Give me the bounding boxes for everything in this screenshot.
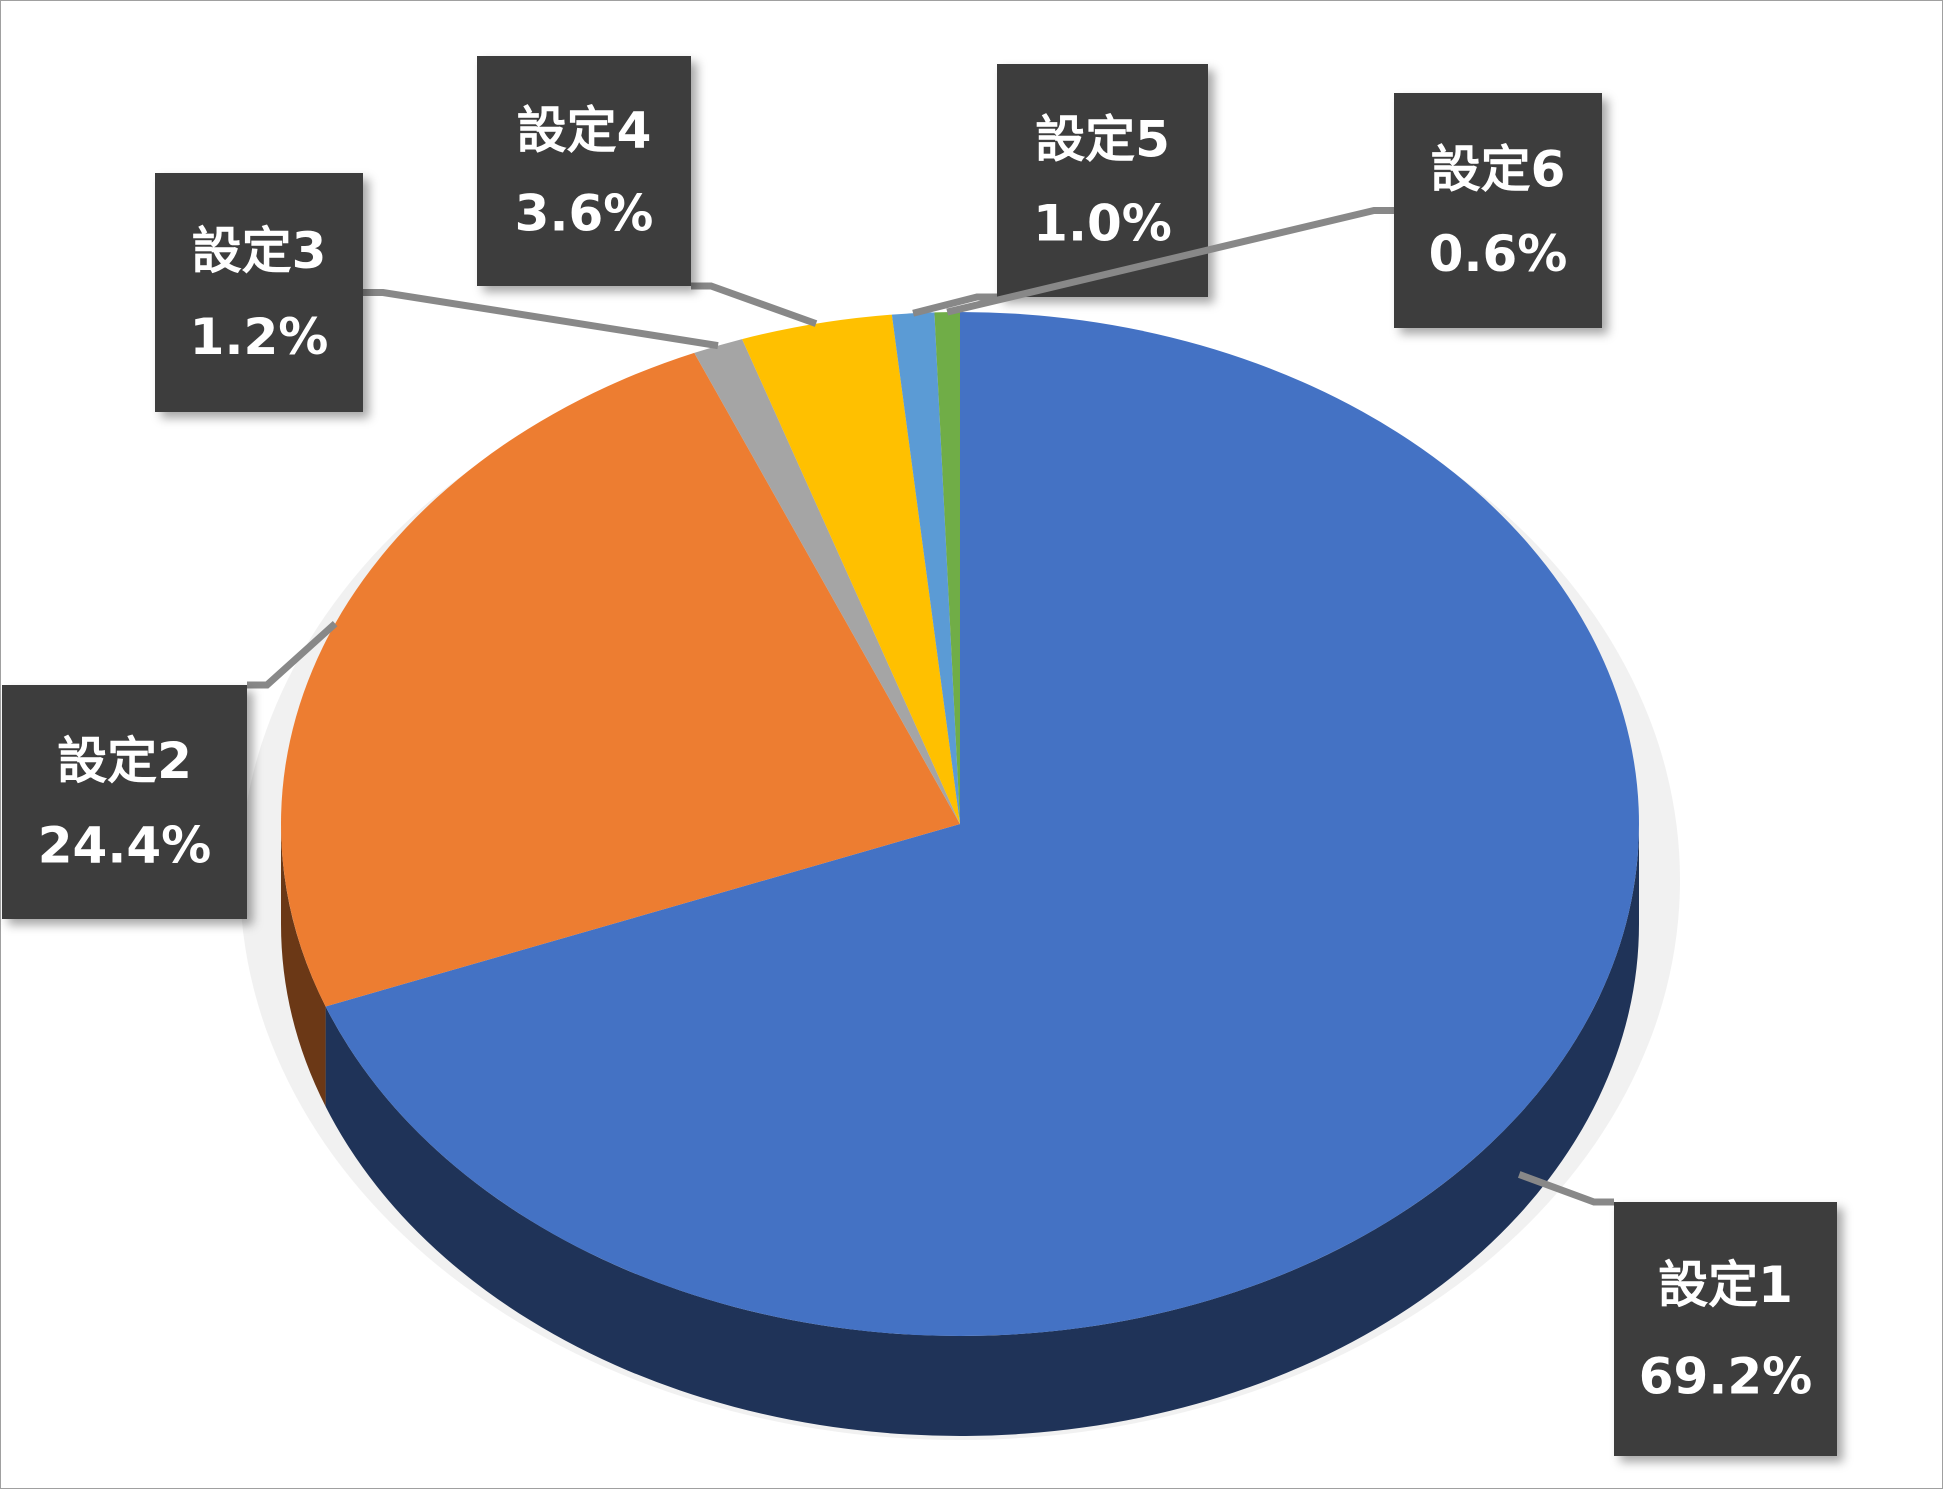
leader-line — [912, 293, 997, 317]
leader-line — [363, 289, 719, 350]
label-value: 3.6% — [515, 185, 654, 243]
slice — [280, 352, 960, 1007]
label-category: 設定5 — [1035, 111, 1170, 169]
slice-side — [281, 824, 326, 1107]
label-value: 24.4% — [38, 816, 211, 874]
data-label: 設定1 69.2% — [1614, 1202, 1837, 1456]
label-box — [1394, 93, 1602, 328]
slice-side — [325, 824, 1640, 1436]
data-label: 設定2 24.4% — [2, 685, 247, 919]
label-box — [2, 685, 247, 919]
label-value: 69.2% — [1639, 1347, 1812, 1405]
label-category: 設定6 — [1431, 140, 1566, 198]
label-category: 設定3 — [192, 222, 327, 280]
leader-line — [691, 282, 818, 327]
label-category: 設定1 — [1658, 1256, 1793, 1314]
label-value: 1.2% — [190, 308, 329, 366]
leader-line — [946, 207, 1394, 316]
label-value: 0.6% — [1429, 225, 1568, 283]
label-box — [477, 56, 691, 286]
data-label: 設定5 1.0% — [997, 64, 1208, 297]
slice — [694, 339, 960, 824]
leader-line — [1517, 1171, 1614, 1206]
label-box — [1614, 1202, 1837, 1456]
label-box — [997, 64, 1208, 297]
pie-sides — [281, 824, 1640, 1436]
label-box — [155, 173, 363, 412]
slice — [891, 312, 960, 824]
slice — [742, 314, 960, 824]
label-category: 設定4 — [517, 102, 652, 160]
slice — [325, 312, 1640, 1336]
label-value: 1.0% — [1033, 195, 1172, 253]
label-category: 設定2 — [57, 732, 192, 790]
slice — [934, 312, 960, 824]
data-label: 設定3 1.2% — [155, 173, 363, 412]
data-label: 設定4 3.6% — [477, 56, 691, 286]
leader-line — [247, 621, 338, 689]
data-label: 設定6 0.6% — [1394, 93, 1602, 328]
pie-tops — [280, 312, 1640, 1336]
